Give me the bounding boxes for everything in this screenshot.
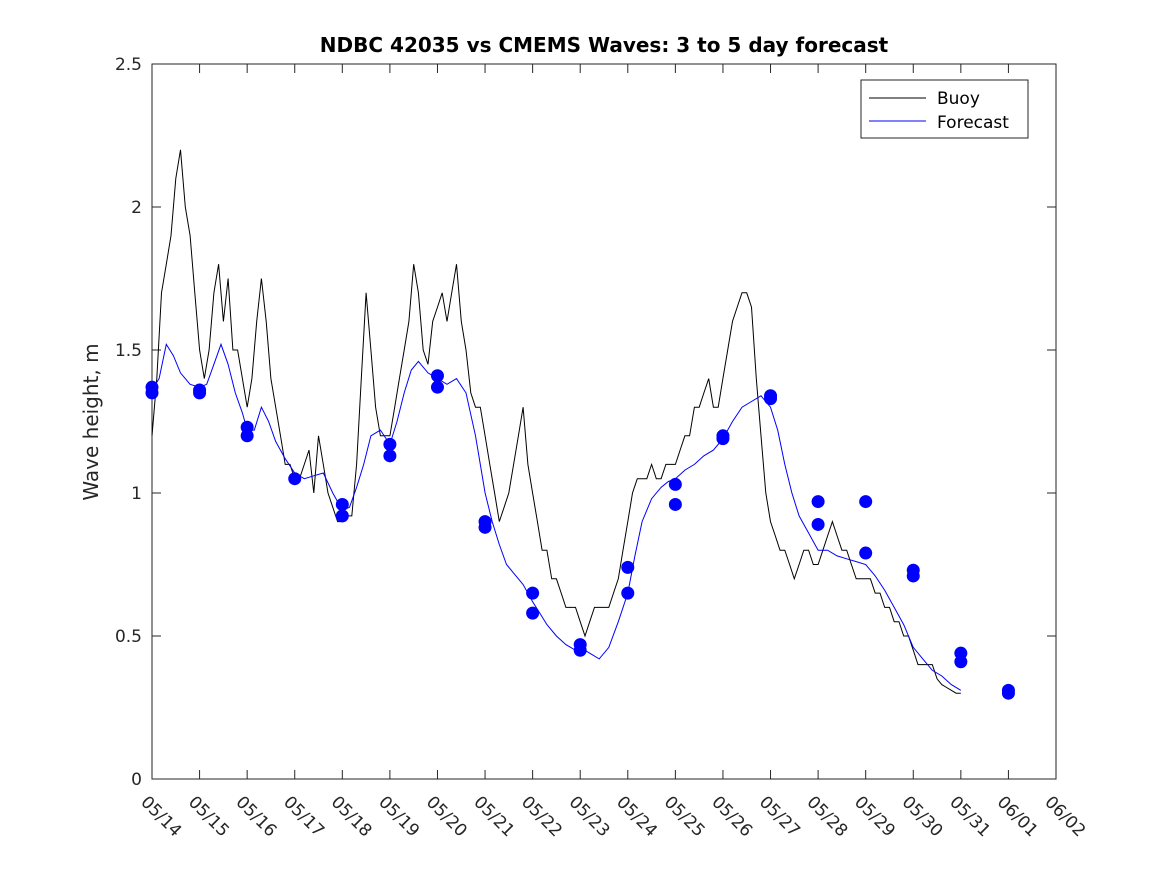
forecast-line [151, 342, 962, 691]
y-tick-label: 1 [131, 484, 142, 504]
forecast-marker [811, 495, 825, 509]
forecast-marker [668, 477, 682, 491]
forecast-marker [621, 586, 635, 600]
forecast-marker [288, 472, 302, 486]
forecast-marker [906, 563, 920, 577]
y-tick-label: 2 [131, 198, 142, 218]
plot-area [151, 63, 1057, 780]
forecast-marker [859, 495, 873, 509]
forecast-marker [383, 437, 397, 451]
forecast-markers [145, 369, 1015, 700]
forecast-marker [240, 420, 254, 434]
y-tick-label: 0 [131, 770, 142, 790]
legend-box [860, 79, 1029, 139]
forecast-marker [145, 380, 159, 394]
forecast-marker [526, 606, 540, 620]
y-tick-label: 2.5 [115, 55, 142, 75]
legend-buoy-label: Buoy [937, 89, 980, 109]
forecast-marker [335, 497, 349, 511]
y-tick-label: 1.5 [115, 341, 142, 361]
forecast-marker [430, 369, 444, 383]
forecast-marker [811, 517, 825, 531]
forecast-marker [716, 429, 730, 443]
forecast-marker [193, 383, 207, 397]
forecast-marker [573, 638, 587, 652]
forecast-marker [335, 509, 349, 523]
y-axis: 0 0.5 1 1.5 2 2.5 [115, 55, 1056, 790]
y-axis-title: Wave height, m [79, 343, 103, 500]
forecast-marker [526, 586, 540, 600]
forecast-marker [954, 646, 968, 660]
forecast-marker [430, 380, 444, 394]
forecast-marker [1001, 683, 1015, 697]
forecast-marker [859, 546, 873, 560]
y-tick-label: 0.5 [115, 627, 142, 647]
forecast-series [151, 342, 962, 691]
legend-forecast-label: Forecast [937, 113, 1009, 133]
chart-title: NDBC 42035 vs CMEMS Waves: 3 to 5 day fo… [320, 33, 889, 57]
legend: Buoy Forecast [860, 79, 1029, 139]
forecast-marker [621, 560, 635, 574]
forecast-marker [668, 497, 682, 511]
forecast-marker [383, 449, 397, 463]
forecast-marker [764, 389, 778, 403]
buoy-line [151, 149, 961, 694]
buoy-series [151, 149, 961, 694]
forecast-marker [478, 515, 492, 529]
